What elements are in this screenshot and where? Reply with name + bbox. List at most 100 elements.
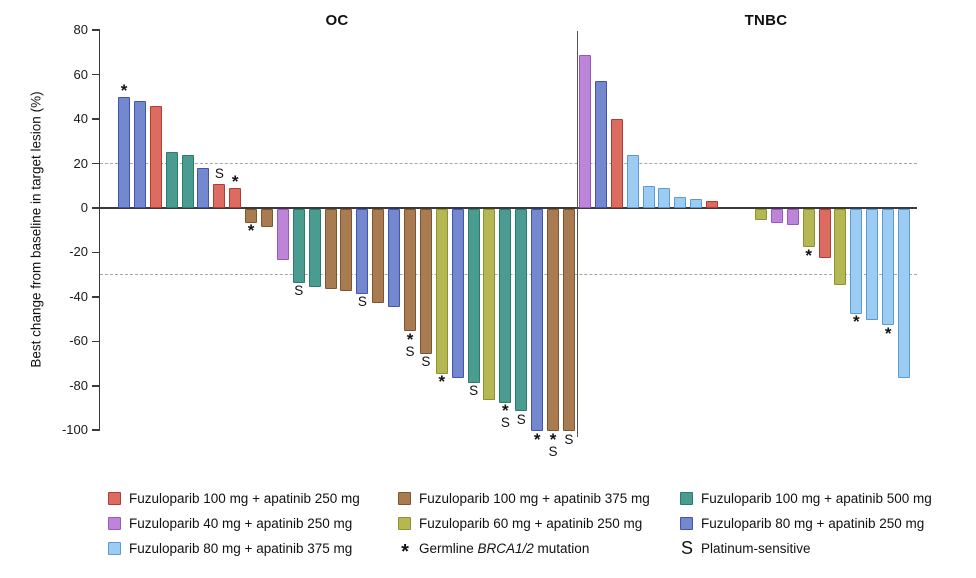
brca-mutation-marker: * [247, 221, 255, 241]
legend-label: Fuzuloparib 100 mg + apatinib 250 mg [129, 491, 360, 506]
bar-marker-oc-28: * S [544, 430, 562, 459]
legend-label: Fuzuloparib 80 mg + apatinib 250 mg [701, 516, 925, 531]
legend-item-brca-marker: * Germline BRCA1/2 mutation [398, 540, 650, 563]
bar-oc-10 [261, 209, 273, 227]
bar-marker-oc-16: S [353, 295, 371, 309]
brca-mutation-marker: * [438, 372, 446, 392]
y-tick [92, 162, 100, 165]
legend-label: Platinum-sensitive [701, 541, 811, 556]
y-tick [92, 29, 100, 31]
bar-marker-oc-23: S [465, 384, 483, 398]
bar-oc-15 [340, 209, 353, 292]
brca-mutation-marker: * [533, 430, 541, 450]
legend-label: Fuzuloparib 40 mg + apatinib 250 mg [129, 516, 353, 531]
legend-label: Fuzuloparib 60 mg + apatinib 250 mg [419, 516, 643, 531]
bar-oc-5 [181, 154, 194, 208]
bar-tnbc-10 [755, 209, 767, 221]
bar-tnbc-2 [594, 81, 607, 208]
y-tick-label: 40 [73, 111, 88, 127]
bar-oc-16 [356, 209, 369, 294]
zero-line [100, 207, 917, 209]
y-tick-label: -20 [69, 244, 88, 260]
bar-marker-oc-12: S [290, 284, 308, 298]
bar-marker-oc-19: * S [401, 330, 419, 359]
bar-oc-8 [229, 188, 242, 208]
legend-label: Fuzuloparib 100 mg + apatinib 375 mg [419, 491, 650, 506]
chart-legend: Fuzuloparib 100 mg + apatinib 250 mg Fuzu… [0, 490, 976, 578]
y-axis [98, 30, 100, 431]
bar-marker-oc-20: S [417, 355, 435, 369]
bar-tnbc-18 [882, 209, 895, 325]
y-tick-label: 20 [73, 155, 88, 171]
bar-tnbc-14 [818, 209, 831, 259]
bar-tnbc-19 [898, 209, 911, 379]
brca-mutation-marker: * [406, 330, 414, 350]
legend-swatch-teal [680, 492, 693, 505]
y-tick-label: -100 [61, 422, 88, 438]
platinum-sensitive-marker: S [500, 415, 510, 431]
bar-tnbc-8 [690, 199, 703, 208]
platinum-sensitive-marker: S [469, 383, 479, 399]
bar-tnbc-11 [770, 209, 783, 223]
legend-item-olive: Fuzuloparib 60 mg + apatinib 250 mg [398, 515, 650, 532]
bar-oc-2 [133, 101, 146, 208]
bar-oc-28 [547, 209, 560, 432]
bar-oc-7 [213, 183, 226, 208]
bar-marker-tnbc-18: * [879, 323, 897, 343]
y-tick-label: 0 [80, 200, 88, 215]
platinum-sensitive-marker: S [516, 412, 526, 428]
y-tick-label: 80 [73, 22, 88, 38]
bar-oc-3 [149, 105, 162, 208]
panel-separator [577, 31, 579, 437]
bar-tnbc-5 [642, 185, 655, 208]
y-tick [92, 118, 100, 120]
reference-line-20 [100, 163, 917, 165]
y-tick-label: 60 [73, 66, 88, 82]
s-marker-icon: S [680, 538, 693, 558]
platinum-sensitive-marker: S [357, 294, 367, 310]
bar-oc-22 [451, 209, 464, 379]
legend-column-1: Fuzuloparib 100 mg + apatinib 250 mg Fuzu… [108, 490, 360, 557]
brca-mutation-marker: * [120, 80, 128, 100]
bar-tnbc-17 [866, 209, 879, 321]
bar-oc-1 [118, 96, 130, 208]
bar-oc-13 [308, 209, 321, 287]
bar-tnbc-6 [658, 188, 671, 208]
bar-tnbc-1 [579, 54, 591, 208]
bar-oc-19 [404, 209, 417, 332]
bar-oc-21 [435, 209, 448, 374]
bar-marker-oc-9: * [242, 221, 260, 241]
legend-label: Fuzuloparib 100 mg + apatinib 500 mg [701, 491, 932, 506]
legend-swatch-brown [398, 492, 411, 505]
asterisk-marker-icon: * [401, 541, 409, 563]
bar-oc-12 [292, 209, 305, 283]
bar-marker-oc-26: S [512, 413, 530, 427]
legend-column-2: Fuzuloparib 100 mg + apatinib 375 mg Fuzu… [398, 490, 650, 563]
brca-mutation-marker: * [549, 430, 557, 450]
bar-marker-tnbc-16: * [847, 313, 865, 330]
legend-column-3: Fuzuloparib 100 mg + apatinib 500 mg Fuzu… [680, 490, 932, 557]
bar-marker-oc-27: * [528, 430, 546, 450]
platinum-sensitive-marker: S [564, 432, 574, 448]
bar-oc-9 [245, 209, 258, 223]
bar-oc-20 [419, 209, 432, 354]
bar-oc-6 [197, 168, 210, 208]
panel-title-oc: OC [325, 12, 349, 29]
bar-oc-24 [483, 209, 496, 401]
bar-oc-27 [531, 209, 544, 432]
y-tick [92, 429, 100, 431]
bar-marker-oc-25: * S [496, 402, 514, 431]
platinum-sensitive-marker: S [294, 283, 304, 299]
bar-tnbc-7 [674, 196, 687, 208]
brca-mutation-marker: * [231, 172, 239, 191]
y-tick [92, 207, 100, 209]
platinum-sensitive-marker: S [421, 354, 431, 370]
bar-oc-23 [467, 209, 480, 383]
y-tick [92, 340, 100, 343]
legend-item-red: Fuzuloparib 100 mg + apatinib 250 mg [108, 490, 360, 507]
bar-oc-26 [515, 209, 528, 412]
legend-swatch-purple [108, 517, 121, 530]
y-tick-label: -80 [69, 377, 88, 393]
brca-mutation-marker: * [884, 323, 892, 343]
